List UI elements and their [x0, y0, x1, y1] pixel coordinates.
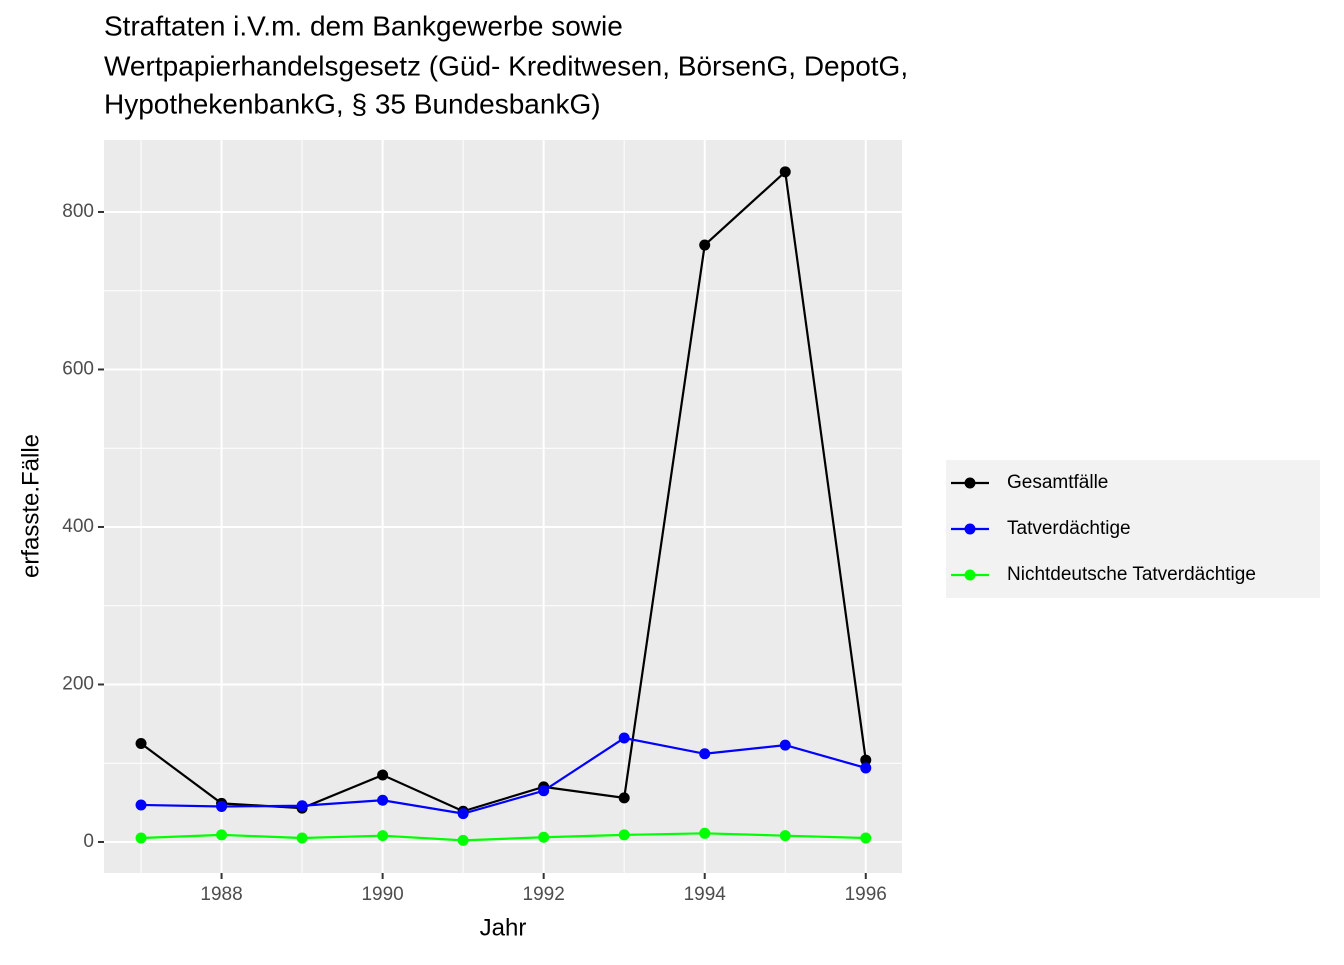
data-point — [377, 794, 389, 806]
data-point — [216, 829, 228, 841]
series-line — [140, 832, 866, 842]
data-point — [699, 748, 711, 760]
data-point — [377, 830, 389, 842]
x-tick-label: 1996 — [845, 884, 887, 905]
x-tick-label: 1988 — [200, 884, 242, 905]
data-point — [779, 830, 791, 842]
series-line — [141, 736, 867, 815]
data-point — [538, 785, 550, 797]
x-axis-label: Jahr — [480, 914, 527, 941]
data-point — [216, 801, 228, 813]
data-point — [135, 738, 147, 750]
data-point — [538, 831, 550, 843]
legend-swatch — [964, 477, 976, 489]
legend-box — [946, 460, 1320, 598]
data-point — [618, 829, 630, 841]
data-point — [618, 792, 630, 804]
data-point — [779, 739, 791, 751]
legend-label: Nichtdeutsche Tatverdächtige — [1007, 564, 1256, 585]
data-point — [860, 832, 872, 844]
data-point — [618, 732, 630, 744]
x-tick-label: 1992 — [523, 884, 565, 905]
chart-title: Straftaten i.V.m. dem Bankgewerbe sowie — [104, 10, 623, 41]
data-point — [779, 166, 791, 178]
legend-label: Tatverdächtige — [1007, 518, 1131, 539]
data-point — [457, 808, 469, 820]
data-point — [377, 769, 389, 781]
x-tick-label: 1994 — [684, 884, 727, 905]
y-tick-label: 200 — [62, 673, 94, 694]
legend-label: Gesamtfälle — [1007, 472, 1108, 493]
legend-swatch — [964, 569, 976, 581]
data-point — [860, 762, 872, 774]
chart-title: HypothekenbankG, § 35 BundesbankG) — [104, 88, 601, 119]
data-point — [457, 834, 469, 846]
y-tick-label: 600 — [62, 358, 94, 379]
data-point — [135, 832, 147, 844]
y-axis-label: erfasste.Fälle — [17, 434, 44, 578]
chart-title: Wertpapierhandelsgesetz (Güd- Kreditwese… — [104, 50, 908, 81]
data-point — [135, 799, 147, 811]
data-point — [860, 754, 872, 766]
y-tick-label: 800 — [62, 201, 94, 222]
y-tick-label: 400 — [62, 516, 94, 537]
data-point — [699, 827, 711, 839]
data-point — [296, 832, 308, 844]
panel — [104, 140, 902, 873]
y-tick-label: 0 — [83, 831, 94, 852]
x-tick-label: 1990 — [361, 884, 403, 905]
data-point — [296, 800, 308, 812]
data-point — [699, 239, 711, 251]
legend-swatch — [964, 523, 976, 535]
